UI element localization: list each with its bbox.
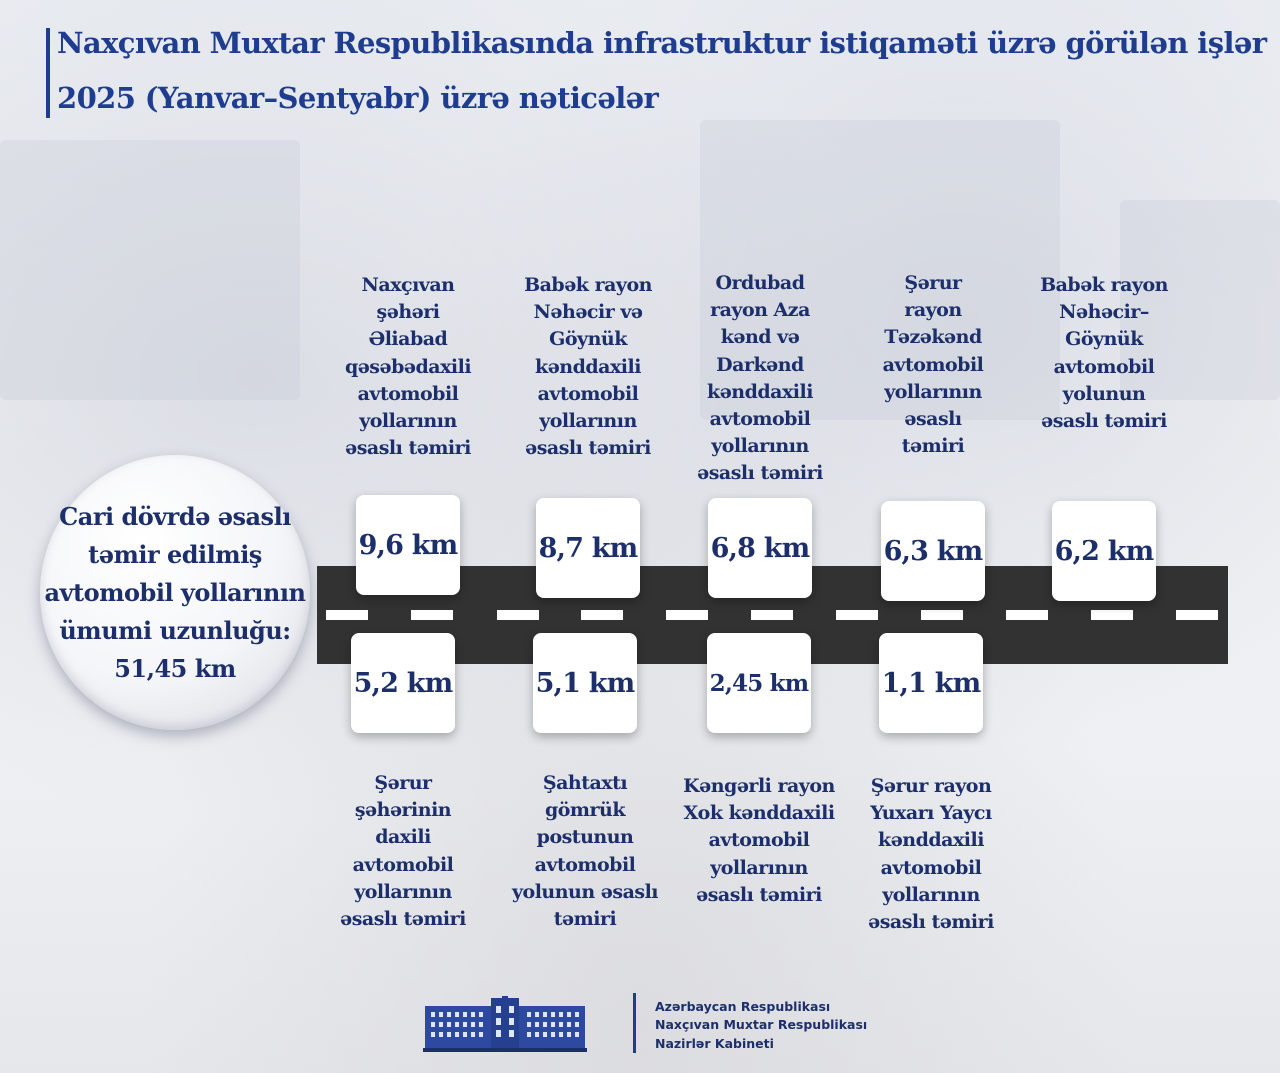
top_items-value-card: 8,7 km [536,498,640,598]
road-dash [1176,610,1218,620]
background-shape [1120,200,1280,400]
road-dash [1091,610,1133,620]
road-project-label: Ordubad rayon Aza kənd və Darkənd kəndda… [697,272,823,485]
road-length-value: 6,8 km [710,532,811,564]
road-project-label: Şahtaxtı gömrük postunun avtomobil yolun… [511,772,659,931]
top_items-value-card: 6,3 km [881,501,985,601]
page-subtitle: 2025 (Yanvar–Sentyabr) üzrə nəticələr [57,81,659,115]
road-project-label: Şərur rayon Təzəkənd avtomobil yollarını… [882,272,984,458]
government-building-icon [423,996,587,1052]
bottom_items-value-card: 2,45 km [707,633,811,733]
footer-divider [633,993,636,1053]
road-dash [411,610,453,620]
background-shape [0,140,300,400]
road-project-label: Babək rayon Nəhəcir və Göynük kənddaxili… [524,274,652,460]
road-dash [326,610,368,620]
road-length-value: 9,6 km [358,529,459,561]
bottom_items-value-card: 1,1 km [879,633,983,733]
road-dash [836,610,878,620]
bottom_items-value-card: 5,2 km [351,633,455,733]
summary-circle: Cari dövrdə əsaslı təmir edilmiş avtomob… [40,455,310,730]
road-dash [751,610,793,620]
road-project-label: Şərur rayon Yuxarı Yaycı kənddaxili avto… [868,775,994,934]
road-project-label: Kəngərli rayon Xok kənddaxili avtomobil … [683,775,835,906]
road-length-value: 1,1 km [881,667,982,699]
road-dash [581,610,623,620]
summary-text: Cari dövrdə əsaslı təmir edilmiş avtomob… [44,501,306,683]
road-project-label: Naxçıvan şəhəri Əliabad qəsəbədaxili avt… [344,274,472,460]
road-project-label: Babək rayon Nəhəcir– Göynük avtomobil yo… [1040,274,1168,433]
top_items-value-card: 6,2 km [1052,501,1156,601]
road-length-value: 5,2 km [353,667,454,699]
road-project-label: Şərur şəhərinin daxili avtomobil yolları… [340,772,466,931]
background-shape [700,120,1060,420]
road-dash [497,610,539,620]
top_items-value-card: 9,6 km [356,495,460,595]
title-accent-bar [46,28,50,118]
footer-line-1: Azərbaycan Respublikası [655,999,831,1014]
bottom_items-value-card: 5,1 km [533,633,637,733]
road-length-value: 6,3 km [883,535,984,567]
top_items-value-card: 6,8 km [708,498,812,598]
footer-line-3: Nazirlər Kabineti [655,1036,774,1051]
road-length-value: 8,7 km [538,532,639,564]
page-title: Naxçıvan Muxtar Respublikasında infrastr… [57,26,1267,60]
road-dash [1006,610,1048,620]
road-length-value: 2,45 km [709,669,810,697]
road-dash [921,610,963,620]
road-length-value: 6,2 km [1054,535,1155,567]
road-length-value: 5,1 km [535,667,636,699]
road-dash [666,610,708,620]
footer-line-2: Naxçıvan Muxtar Respublikası [655,1017,868,1032]
